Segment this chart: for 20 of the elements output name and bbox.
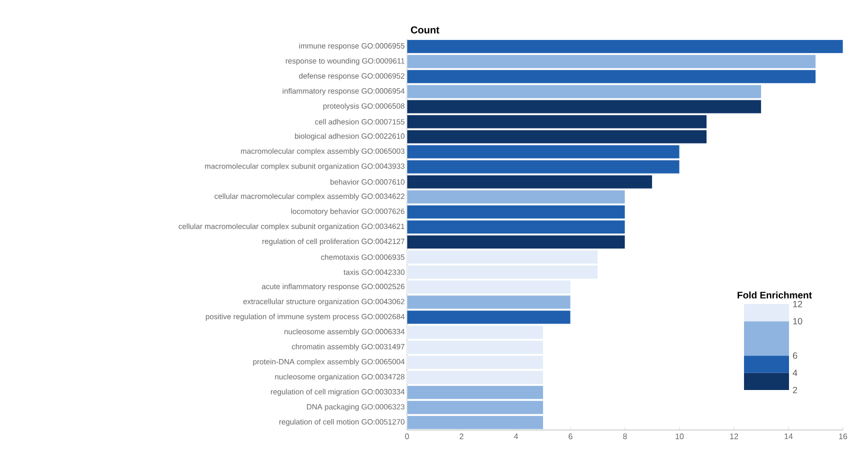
x-tick-label: 4 [514, 434, 518, 440]
x-tick-label: 16 [839, 434, 848, 440]
bar [744, 356, 790, 373]
x-axis-title: Count [410, 26, 440, 34]
chart-title: Fold Enrichment [738, 291, 812, 298]
bar [744, 321, 790, 356]
y-tick-label: 6 [792, 352, 798, 359]
x-tick-label: 2 [460, 434, 464, 440]
y-tick-label: 10 [793, 318, 802, 324]
y-tick-label: 2 [792, 386, 798, 394]
y-tick-label: 12 [793, 300, 802, 308]
y-tick-label: 4 [792, 370, 798, 376]
bar [744, 304, 790, 322]
x-tick-label: 6 [568, 434, 572, 440]
bar [744, 372, 790, 390]
x-tick-label: 10 [676, 434, 684, 440]
x-tick-label: 0 [405, 434, 409, 440]
x-tick-label: 12 [730, 434, 738, 440]
x-tick-label: 14 [784, 434, 793, 440]
x-tick-label: 8 [623, 434, 627, 440]
